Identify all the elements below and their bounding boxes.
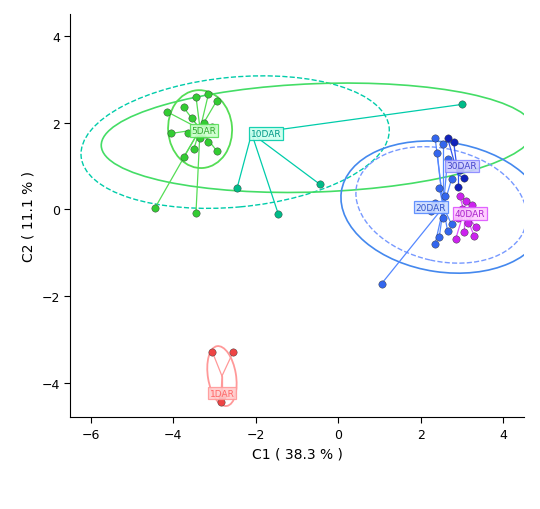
Point (457, 101, 466, 109)
Point (163, 108, 171, 117)
Point (167, 130, 176, 138)
Point (454, 214, 462, 222)
Point (427, 208, 435, 216)
Point (466, 210, 475, 218)
Point (200, 119, 208, 127)
Point (447, 176, 456, 184)
Point (460, 175, 468, 183)
Point (192, 209, 200, 217)
Point (470, 233, 478, 241)
Point (377, 280, 386, 288)
Point (439, 141, 448, 149)
Point (460, 228, 468, 236)
Point (447, 221, 456, 229)
Point (192, 93, 200, 101)
Point (468, 202, 477, 210)
Point (204, 139, 213, 147)
Point (472, 224, 481, 232)
Text: 10DAR: 10DAR (251, 130, 281, 138)
Point (233, 184, 241, 192)
Y-axis label: C2 ( 11.1 % ): C2 ( 11.1 % ) (22, 171, 36, 262)
Point (443, 156, 452, 164)
Point (456, 193, 464, 201)
Point (187, 115, 196, 123)
Point (464, 219, 472, 228)
Point (431, 134, 440, 143)
Point (315, 181, 324, 189)
Point (449, 139, 458, 147)
Text: 30DAR: 30DAR (447, 162, 477, 171)
Point (218, 392, 226, 400)
Point (435, 184, 443, 192)
Point (454, 183, 462, 191)
Text: 40DAR: 40DAR (455, 210, 485, 219)
Point (212, 98, 221, 106)
Point (431, 200, 440, 208)
X-axis label: C1 ( 38.3 % ): C1 ( 38.3 % ) (252, 446, 342, 460)
Point (451, 235, 460, 243)
Point (151, 205, 159, 213)
Text: 5DAR: 5DAR (192, 127, 217, 135)
Point (435, 234, 443, 242)
Point (190, 145, 198, 153)
Point (433, 150, 442, 158)
Text: 1DAR: 1DAR (210, 389, 234, 398)
Point (184, 130, 192, 138)
Point (441, 193, 450, 201)
Text: 20DAR: 20DAR (416, 203, 446, 212)
Point (443, 228, 452, 236)
Point (208, 124, 217, 132)
Point (196, 134, 205, 143)
Point (431, 240, 440, 248)
Point (456, 167, 464, 175)
Point (439, 214, 448, 222)
Point (229, 349, 238, 357)
Point (217, 398, 225, 406)
Point (212, 148, 221, 156)
Point (179, 154, 188, 162)
Point (443, 134, 452, 143)
Point (274, 211, 283, 219)
Point (179, 104, 188, 112)
Point (462, 197, 470, 205)
Point (208, 349, 217, 357)
Point (457, 206, 466, 214)
Point (204, 91, 213, 99)
